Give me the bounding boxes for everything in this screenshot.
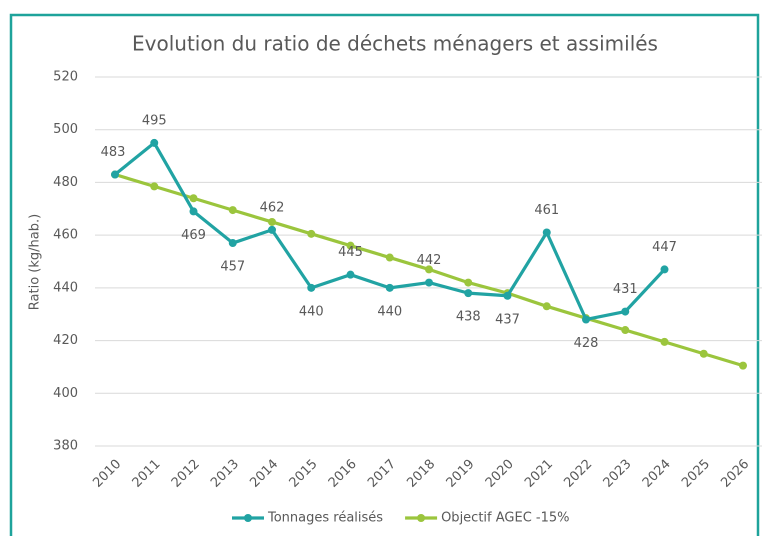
point <box>739 361 747 370</box>
legend-label: Objectif AGEC -15% <box>441 511 569 526</box>
frame <box>9 13 760 536</box>
y-tick-label: 500 <box>53 122 78 137</box>
point <box>346 270 355 279</box>
point <box>189 207 198 216</box>
point <box>464 289 473 298</box>
point <box>542 228 551 237</box>
data-label: 431 <box>613 282 638 297</box>
point <box>660 337 669 346</box>
point <box>268 217 276 226</box>
point <box>307 229 316 238</box>
data-label: 440 <box>377 304 402 319</box>
y-tick-label: 380 <box>53 439 78 454</box>
point <box>464 278 473 287</box>
point <box>425 278 433 287</box>
data-label: 447 <box>652 240 677 255</box>
data-label: 483 <box>101 145 126 160</box>
point <box>150 182 159 191</box>
point <box>425 265 433 274</box>
data-label: 428 <box>574 336 599 351</box>
point <box>189 194 198 203</box>
legend-marker <box>244 514 252 522</box>
chart-title: Evolution du ratio de déchets ménagers e… <box>132 32 658 56</box>
point <box>268 225 276 234</box>
y-tick-label: 460 <box>53 228 78 243</box>
legend-marker <box>417 514 426 522</box>
point <box>621 326 630 335</box>
y-tick-label: 480 <box>53 175 78 190</box>
point <box>699 349 708 358</box>
y-tick-label: 400 <box>53 386 78 401</box>
data-label: 495 <box>142 113 167 128</box>
point <box>346 241 355 250</box>
point <box>660 265 669 274</box>
point <box>385 253 394 262</box>
point <box>228 206 237 215</box>
y-axis-label: Ratio (kg/hab.) <box>28 214 43 310</box>
data-label: 438 <box>456 310 481 325</box>
legend-label: Tonnages réalisés <box>267 511 383 526</box>
data-label: 457 <box>220 260 245 275</box>
data-label: 445 <box>338 245 363 260</box>
data-label: 440 <box>299 304 324 319</box>
data-label: 469 <box>181 228 206 243</box>
point <box>582 315 590 324</box>
data-label: 437 <box>495 312 520 327</box>
data-label: 442 <box>417 253 442 268</box>
y-tick-label: 520 <box>53 70 78 85</box>
data-label: 461 <box>534 203 559 218</box>
point <box>307 283 316 292</box>
point <box>621 307 630 316</box>
point <box>150 138 159 147</box>
point <box>542 302 551 311</box>
point <box>228 239 237 248</box>
data-label: 462 <box>260 200 285 215</box>
y-tick-label: 440 <box>53 280 78 295</box>
point <box>503 291 512 300</box>
point <box>111 170 119 179</box>
y-tick-label: 420 <box>53 333 78 348</box>
point <box>385 283 394 292</box>
